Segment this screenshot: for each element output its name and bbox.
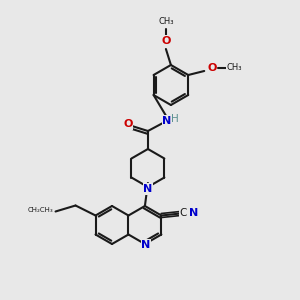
Text: CH₃: CH₃ — [226, 64, 242, 73]
Text: H: H — [171, 114, 179, 124]
Text: O: O — [208, 63, 217, 73]
Text: N: N — [162, 116, 172, 126]
Text: N: N — [143, 184, 152, 194]
Text: C: C — [180, 208, 187, 218]
Text: N: N — [189, 208, 198, 218]
Text: O: O — [161, 36, 171, 46]
Text: CH₂CH₃: CH₂CH₃ — [28, 208, 53, 214]
Text: O: O — [123, 119, 133, 129]
Text: CH₃: CH₃ — [158, 17, 174, 26]
Text: N: N — [141, 240, 151, 250]
